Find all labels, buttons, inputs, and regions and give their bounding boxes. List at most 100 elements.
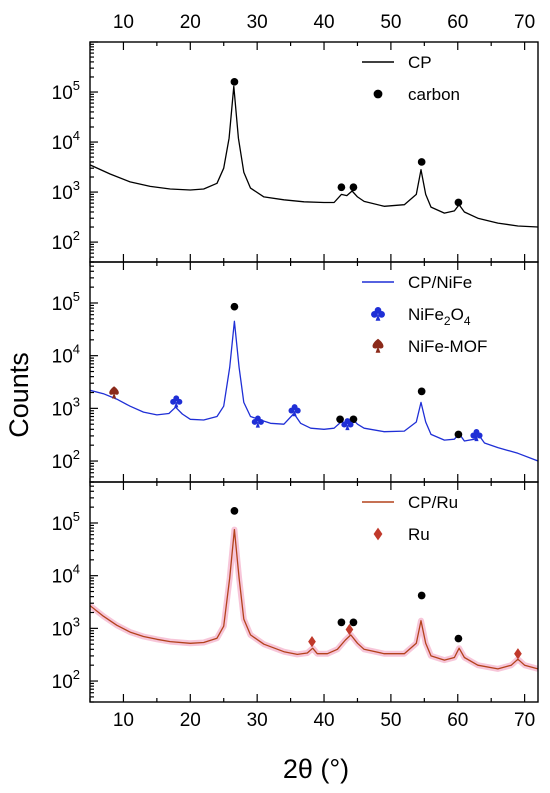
x-tick-label-bottom: 70 — [514, 710, 535, 731]
ru-marker — [514, 648, 522, 660]
carbon-marker — [373, 89, 383, 99]
legend-label: NiFe-MOF — [408, 337, 487, 356]
tick-exponent: 3 — [73, 614, 80, 629]
carbon-marker — [230, 77, 239, 86]
nife2o4-marker — [170, 395, 183, 408]
carbon-marker — [417, 591, 426, 600]
legend-label: carbon — [408, 85, 460, 104]
club-stem — [345, 424, 350, 431]
tick-base: 10 — [52, 183, 73, 204]
carbon-marker — [337, 183, 346, 192]
tick-exponent: 4 — [73, 128, 80, 143]
legend-item-0: CP/NiFe — [362, 273, 472, 292]
x-tick-label-top: 20 — [180, 12, 201, 33]
nifemof-marker — [372, 338, 384, 353]
spade-stem — [111, 392, 117, 399]
panel-frame — [89, 481, 539, 703]
nife2o4-marker — [341, 418, 354, 431]
club-lobe-right — [294, 407, 301, 414]
club-stem — [174, 401, 179, 408]
x-axis-label: 2θ (°) — [283, 754, 349, 784]
legend-label: CP — [408, 53, 432, 72]
club-lobe-right — [176, 398, 183, 405]
x-tick-label-bottom: 10 — [113, 710, 134, 731]
tick-base: 10 — [52, 294, 73, 315]
club-lobe-right — [476, 432, 483, 439]
tick-exponent: 5 — [73, 78, 80, 93]
ru-marker — [373, 527, 383, 541]
club-stem — [375, 314, 381, 321]
spade-body — [109, 386, 119, 395]
club-lobe-left — [470, 432, 477, 439]
y-tick-label: 105 — [52, 289, 80, 315]
x-tick-label-top: 30 — [247, 12, 268, 33]
club-lobe-right — [258, 419, 264, 425]
x-tick-label-bottom: 30 — [247, 710, 268, 731]
panel-frame — [89, 261, 539, 483]
club-lobe-right — [378, 311, 385, 318]
x-tick-label-top: 10 — [113, 12, 134, 33]
legend-item-1: Ru — [373, 525, 430, 544]
tick-exponent: 2 — [73, 228, 80, 243]
tick-base: 10 — [52, 233, 73, 254]
legend-item-1: NiFe2O4 — [371, 305, 471, 328]
y-tick-label: 104 — [52, 128, 80, 154]
spade-stem — [375, 346, 381, 353]
tick-base: 10 — [52, 514, 73, 535]
y-tick-label: 103 — [52, 614, 80, 640]
legend-label: CP/NiFe — [408, 273, 472, 292]
club-stem — [292, 410, 297, 417]
tick-exponent: 4 — [73, 562, 80, 577]
y-tick-label: 105 — [52, 78, 80, 104]
club-lobe-right — [347, 421, 354, 428]
series-line-CP/Ru — [90, 528, 538, 670]
carbon-marker — [454, 198, 463, 207]
x-tick-label-bottom: 50 — [380, 710, 401, 731]
legend-label: Ru — [408, 525, 430, 544]
carbon-marker — [337, 618, 346, 627]
tick-exponent: 2 — [73, 447, 80, 462]
y-tick-label: 103 — [52, 178, 80, 204]
legend-item-0: CP — [362, 53, 432, 72]
tick-base: 10 — [52, 619, 73, 640]
y-tick-label: 104 — [52, 342, 80, 368]
panel-frame — [89, 41, 539, 263]
y-tick-label: 102 — [52, 447, 80, 473]
tick-exponent: 4 — [73, 342, 80, 357]
y-axis-label: Counts — [4, 352, 34, 438]
tick-exponent: 3 — [73, 178, 80, 193]
carbon-marker — [349, 415, 358, 424]
tick-base: 10 — [52, 567, 73, 588]
club-lobe-left — [170, 398, 177, 405]
carbon-marker — [349, 183, 358, 192]
tick-base: 10 — [52, 133, 73, 154]
nife2o4-marker — [470, 429, 483, 442]
carbon-marker — [417, 158, 426, 166]
carbon-marker — [230, 507, 239, 515]
series-highlight — [90, 526, 538, 672]
y-tick-label: 103 — [52, 394, 80, 420]
y-tick-label: 102 — [52, 667, 80, 693]
club-stem — [474, 435, 479, 442]
x-tick-label-top: 50 — [380, 12, 401, 33]
x-tick-label-top: 40 — [313, 12, 334, 33]
legend-item-0: CP/Ru — [362, 493, 458, 512]
y-tick-label: 104 — [52, 562, 80, 588]
nife2o4-marker — [288, 404, 301, 417]
tick-exponent: 5 — [73, 509, 80, 524]
club-lobe-left — [251, 419, 258, 425]
x-tick-label-bottom: 60 — [447, 710, 468, 731]
legend-sub: 2 — [444, 314, 451, 328]
nifemof-marker — [109, 386, 119, 399]
x-tick-label-top: 70 — [514, 12, 535, 33]
club-stem — [255, 421, 260, 428]
y-tick-label: 105 — [52, 509, 80, 535]
x-tick-label-bottom: 40 — [313, 710, 334, 731]
ru-marker — [308, 636, 316, 648]
legend-sub: 4 — [464, 314, 471, 328]
legend-label: NiFe2O4 — [408, 305, 471, 328]
y-tick-label: 102 — [52, 228, 80, 254]
